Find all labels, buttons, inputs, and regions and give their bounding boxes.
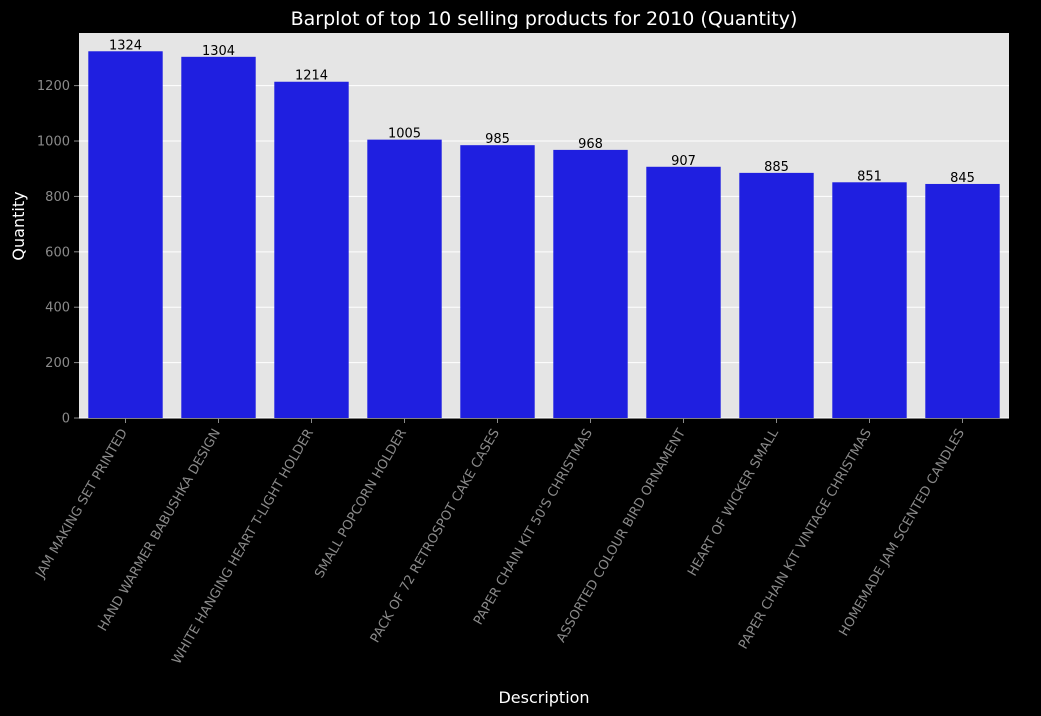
bar xyxy=(925,183,1000,418)
bar-value-labels: 1324 1304 1214 1005 985 968 907 885 851 845 xyxy=(109,38,975,186)
bar-value-label: 968 xyxy=(578,137,603,152)
chart-title: Barplot of top 10 selling products for 2… xyxy=(291,8,798,30)
bar-value-label: 851 xyxy=(857,169,882,184)
bar xyxy=(274,81,349,418)
y-tick-label: 1200 xyxy=(37,79,70,94)
bar xyxy=(181,56,256,419)
x-tick-label: SMALL POPCORN HOLDER xyxy=(312,427,410,581)
y-tick-label: 400 xyxy=(45,301,70,316)
bar xyxy=(553,149,628,418)
y-axis-ticks: 0 200 400 600 800 1000 1200 xyxy=(37,79,79,427)
y-tick-label: 0 xyxy=(62,412,70,427)
bar-value-label: 1214 xyxy=(295,69,328,84)
bar xyxy=(739,172,814,418)
bar xyxy=(832,182,907,418)
bar-value-label: 885 xyxy=(764,160,789,175)
bars xyxy=(88,51,1000,419)
bar xyxy=(367,139,442,418)
y-tick-label: 600 xyxy=(45,245,70,260)
bar xyxy=(88,51,163,418)
bar xyxy=(460,145,535,418)
bar-value-label: 845 xyxy=(950,171,975,186)
bar-value-label: 1324 xyxy=(109,38,142,53)
x-tick-label: JAM MAKING SET PRINTED xyxy=(33,427,131,582)
y-tick-label: 800 xyxy=(45,190,70,205)
bar-value-label: 985 xyxy=(485,132,510,147)
y-tick-label: 1000 xyxy=(37,135,70,150)
bar-value-label: 1005 xyxy=(388,127,421,142)
bar-value-label: 907 xyxy=(671,154,696,169)
x-tick-label: HEART OF WICKER SMALL xyxy=(685,426,782,579)
y-axis-title: Quantity xyxy=(9,191,28,260)
y-tick-label: 200 xyxy=(45,356,70,371)
bar-value-label: 1304 xyxy=(202,44,235,59)
x-axis-title: Description xyxy=(498,688,589,707)
bar xyxy=(646,166,721,418)
